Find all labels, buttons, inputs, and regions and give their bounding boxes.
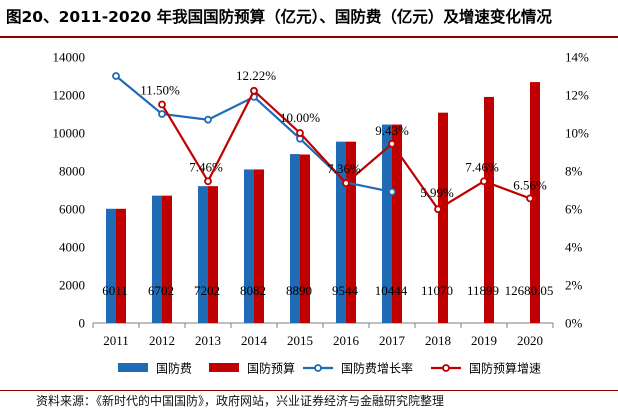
- x-tick-label: 2016: [333, 333, 360, 348]
- growth-value-label: 12.22%: [236, 68, 276, 83]
- bar-value-label: 11899: [467, 283, 499, 298]
- growth-value-label: 5.99%: [420, 185, 454, 200]
- x-tick-label: 2017: [379, 333, 406, 348]
- growth-rate-marker: [204, 115, 212, 124]
- growth-value-label: 9.43%: [375, 123, 409, 138]
- legend-swatch-marker: [314, 364, 322, 372]
- chart-title: 图20、2011-2020 年我国国防预算（亿元）、国防费（亿元）及增速变化情况: [6, 8, 552, 26]
- legend-swatch: [118, 363, 148, 372]
- y-right-tick-label: 14%: [565, 50, 589, 65]
- budget-growth-marker: [296, 129, 304, 137]
- x-tick-label: 2018: [425, 333, 451, 348]
- bar-defense-budget: [300, 154, 310, 323]
- y-right-tick-label: 10%: [565, 126, 589, 141]
- budget-growth-marker: [158, 100, 166, 109]
- combo-chart: 0 2000 4000 6000 8000 10000 12000 14000 0% 2% 4% 6%…: [53, 50, 590, 376]
- y-right-tick-label: 12%: [565, 88, 589, 103]
- bar-value-label: 12680.05: [505, 283, 554, 298]
- bar-defense-spending: [106, 208, 116, 323]
- bar-defense-budget: [346, 141, 356, 323]
- bar-defense-budget: [162, 195, 172, 323]
- budget-growth-marker: [388, 139, 396, 148]
- bar-defense-budget: [392, 124, 402, 324]
- y-left-tick-label: 6000: [59, 202, 85, 217]
- legend-swatch: [209, 363, 239, 372]
- bar-defense-spending: [290, 154, 300, 323]
- bar-value-label: 9544: [332, 283, 359, 298]
- bar-value-label: 7202: [194, 283, 220, 298]
- y-right-tick-label: 6%: [565, 202, 583, 217]
- legend-label: 国防费增长率: [341, 361, 413, 376]
- y-left-tick-label: 0: [79, 316, 86, 331]
- bar-value-label: 6702: [148, 283, 174, 298]
- y-left-tick-label: 10000: [53, 126, 86, 141]
- source-note: 资料来源：《新时代的中国国防》，政府网站，兴业证券经济与金融研究院整理: [36, 394, 445, 408]
- growth-value-label: 6.56%: [513, 177, 547, 192]
- title-divider: [0, 36, 618, 38]
- budget-growth-marker: [342, 179, 350, 188]
- y-left-tick-label: 2000: [59, 278, 85, 293]
- bar-value-label: 11070: [421, 283, 453, 298]
- legend-label: 国防预算: [247, 361, 295, 376]
- budget-growth-marker: [434, 205, 442, 214]
- budget-growth-marker: [250, 86, 258, 95]
- growth-rate-marker: [112, 72, 120, 80]
- bar-defense-spending: [198, 186, 208, 323]
- y-right-tick-label: 8%: [565, 164, 583, 179]
- growth-rate-marker: [158, 110, 166, 118]
- growth-value-label: 11.50%: [140, 83, 180, 98]
- bar-defense-budget: [438, 112, 448, 323]
- y-right-tick-label: 0%: [565, 316, 583, 331]
- budget-growth-marker: [204, 177, 212, 186]
- x-tick-label: 2013: [195, 333, 221, 348]
- y-left-tick-label: 8000: [59, 164, 85, 179]
- bar-defense-spending: [382, 124, 392, 324]
- budget-growth-marker: [526, 194, 534, 203]
- bar-defense-budget: [530, 82, 540, 324]
- y-right-tick-label: 4%: [565, 240, 583, 255]
- bar-defense-spending: [244, 169, 254, 323]
- bar-defense-budget: [254, 169, 264, 323]
- y-left-tick-label: 4000: [59, 240, 85, 255]
- growth-value-label: 7.46%: [189, 159, 223, 174]
- legend-swatch-marker: [442, 364, 450, 372]
- bar-value-label: 10444: [375, 283, 408, 298]
- growth-value-label: 7.36%: [327, 161, 361, 176]
- x-tick-label: 2015: [287, 333, 313, 348]
- x-tick-label: 2019: [471, 333, 497, 348]
- x-tick-label: 2012: [149, 333, 175, 348]
- x-tick-label: 2020: [517, 333, 543, 348]
- x-tick-label: 2014: [241, 333, 268, 348]
- bar-defense-spending: [336, 141, 346, 323]
- growth-rate-marker: [388, 187, 396, 196]
- bar-defense-budget: [208, 186, 218, 323]
- bar-value-label: 6011: [102, 283, 128, 298]
- legend-label: 国防预算增速: [469, 361, 541, 376]
- x-tick-label: 2011: [103, 333, 129, 348]
- bar-defense-budget: [484, 96, 494, 323]
- y-left-tick-label: 12000: [53, 88, 86, 103]
- bar-value-label: 8082: [240, 283, 266, 298]
- bar-value-label: 8890: [286, 283, 312, 298]
- legend-label: 国防费: [156, 361, 192, 376]
- bar-defense-budget: [116, 208, 126, 323]
- budget-growth-marker: [480, 177, 488, 186]
- growth-value-label: 10.00%: [280, 110, 320, 125]
- bar-defense-spending: [152, 195, 162, 323]
- source-divider: [0, 390, 618, 391]
- y-right-tick-label: 2%: [565, 278, 583, 293]
- y-left-tick-label: 14000: [53, 50, 86, 65]
- growth-value-label: 7.46%: [465, 159, 499, 174]
